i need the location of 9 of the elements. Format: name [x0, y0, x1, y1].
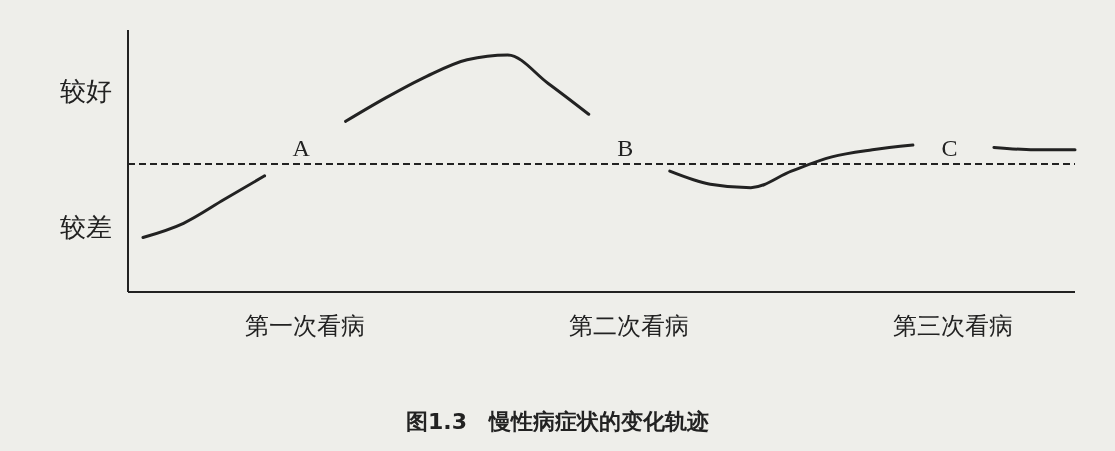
annotation: C: [941, 135, 958, 162]
x-tick-label: 第一次看病: [245, 312, 366, 340]
annotation: B: [617, 135, 634, 162]
caption: 图1.3 慢性病症状的变化轨迹: [406, 409, 709, 434]
annotation: A: [292, 135, 311, 162]
x-tick-label: 第三次看病: [893, 312, 1014, 340]
x-tick-label: 第二次看病: [569, 312, 690, 340]
text: 较差: [60, 211, 112, 242]
text: 较好: [60, 75, 112, 106]
